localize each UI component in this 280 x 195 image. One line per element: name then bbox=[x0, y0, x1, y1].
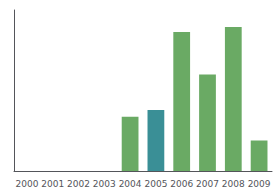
svg-text:2008: 2008 bbox=[222, 179, 245, 189]
svg-text:2007: 2007 bbox=[196, 179, 219, 189]
svg-text:2005: 2005 bbox=[144, 179, 167, 189]
svg-text:2003: 2003 bbox=[93, 179, 116, 189]
svg-text:2001: 2001 bbox=[41, 179, 64, 189]
svg-text:2006: 2006 bbox=[170, 179, 193, 189]
svg-text:2004: 2004 bbox=[119, 179, 142, 189]
svg-text:2009: 2009 bbox=[248, 179, 271, 189]
svg-text:2002: 2002 bbox=[67, 179, 90, 189]
svg-text:2000: 2000 bbox=[15, 179, 38, 189]
